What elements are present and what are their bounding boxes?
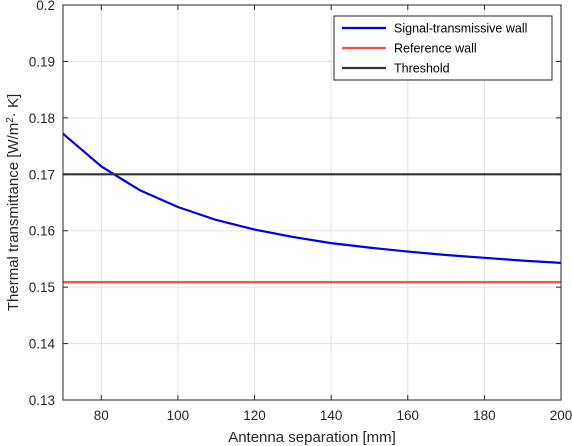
- y-axis-title-tail: · K]: [5, 94, 22, 117]
- y-axis-title-sup: 2: [5, 117, 16, 123]
- legend-label-signal-transmissive-wall: Signal-transmissive wall: [394, 22, 527, 36]
- legend-label-reference-wall: Reference wall: [394, 42, 477, 56]
- series-line-signal-transmissive-wall: [62, 132, 562, 264]
- y-tick-label: 0.18: [29, 111, 55, 126]
- x-tick-label: 160: [397, 408, 420, 423]
- y-axis-title: Thermal transmittance [W/m2· K]: [5, 94, 23, 311]
- x-tick-label: 140: [320, 408, 343, 423]
- plot-frame: [62, 4, 562, 401]
- legend: Signal-transmissive wall Reference wall Th…: [333, 15, 553, 81]
- y-tick-label: 0.19: [29, 54, 55, 69]
- y-tick-label: 0.13: [29, 393, 55, 408]
- y-axis-title-main: Thermal transmittance [W/m: [5, 123, 22, 311]
- y-tick-label: 0.16: [29, 224, 55, 239]
- x-tick-label: 200: [550, 408, 572, 423]
- y-tick-label: 0.2: [36, 0, 55, 13]
- y-tick-label: 0.14: [29, 337, 56, 352]
- y-tick-label: 0.15: [29, 280, 55, 295]
- legend-label-threshold: Threshold: [394, 62, 450, 76]
- y-tick-label: 0.17: [29, 167, 55, 182]
- x-tick-label: 120: [243, 408, 266, 423]
- x-tick-label: 180: [473, 408, 496, 423]
- x-tick-label: 80: [94, 408, 109, 423]
- x-tick-label: 100: [167, 408, 190, 423]
- tick-layer: 80 100 120 140 160 180 200 0.13 0.14 0.15 0.16 0.17…: [29, 0, 572, 423]
- series-layer: [62, 132, 562, 284]
- x-axis-title: Antenna separation [mm]: [228, 429, 396, 446]
